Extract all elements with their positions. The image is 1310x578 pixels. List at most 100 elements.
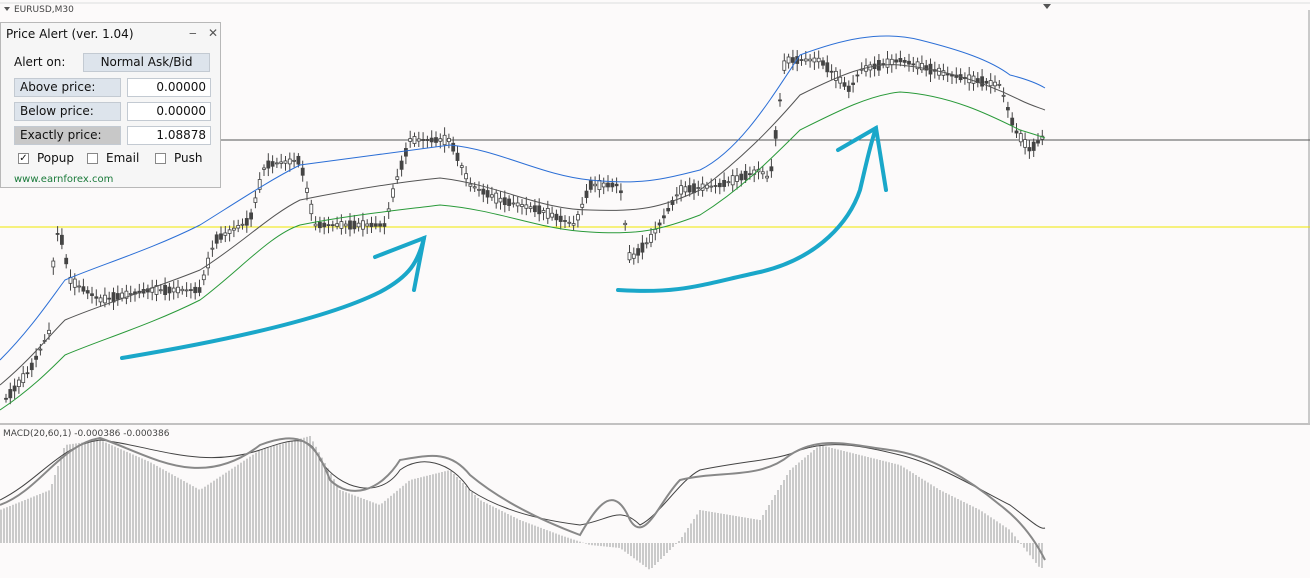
candle-body [12,385,17,392]
candle-body [524,204,529,209]
candle-body [171,287,176,293]
candle-body [206,257,211,269]
arrow-1-head [373,234,427,292]
candle-body [511,202,516,205]
candle-body [636,248,640,256]
candle-body [94,296,99,299]
candle-body [765,175,769,179]
candle-body [489,194,494,198]
candle-body [4,397,8,400]
candle-body [498,197,503,203]
candle-body [64,257,69,265]
candle-body [274,162,279,165]
candle-body [197,287,202,293]
candle-body [739,173,744,181]
candle-body [816,57,821,63]
candle-body [769,166,774,172]
candle-body [855,74,860,77]
candle-body [81,286,86,292]
candle-body [748,173,752,176]
macd-signal [0,439,1046,529]
price-input[interactable]: 0.00000 [127,78,211,97]
candle-body [674,194,679,197]
candle-body [29,362,34,371]
candle-body [567,221,572,224]
candle-body [365,223,370,227]
candle-body [1010,117,1015,126]
candle-body [356,222,361,228]
candle-body [403,148,408,157]
candles [4,49,1045,405]
candle-body [1036,140,1040,144]
candle-body [434,137,438,143]
candle-body [537,205,542,215]
candle-body [391,188,395,198]
candle-body [606,182,610,188]
candle-body [631,253,636,259]
candle-body [163,285,168,295]
minimize-button[interactable]: ‒ [189,26,197,40]
arrow-1 [120,236,426,360]
close-button[interactable]: ✕ [208,26,219,40]
candle-body [348,220,352,230]
candle-body [829,70,834,73]
price-input[interactable]: 1.08878 [127,126,211,145]
candle-body [1031,141,1036,151]
candle-body [915,61,920,70]
candle-body [309,203,314,215]
candle-body [541,210,546,213]
candle-body [103,294,107,304]
candle-body [55,233,60,235]
symbol-label: EURUSD,M30 [14,5,74,15]
candle-body [184,289,189,292]
mode-button[interactable]: Normal Ask/Bid [83,53,210,72]
candle-body [446,137,451,143]
candle-body [287,158,292,165]
website-link[interactable]: www.earnforex.com [14,174,114,185]
field-label: Below price: [14,102,121,121]
candle-body [236,225,241,229]
lower-band [0,91,1046,411]
candle-body [528,206,533,209]
candle-body [507,198,512,206]
checkbox[interactable] [87,153,98,164]
candle-body [889,58,894,66]
candle-body [666,207,671,212]
candle-body [317,221,322,229]
price-input[interactable]: 0.00000 [127,102,211,121]
candle-body [649,233,653,243]
candle-body [60,234,64,245]
middle-band [0,64,1046,386]
candle-body [593,183,597,187]
candle-body [158,289,163,292]
candle-body [21,373,26,384]
candle-body [988,80,993,87]
price-alert-panel: Price Alert (ver. 1.04) ‒ ✕ Alert on: No… [0,22,221,188]
checkbox-label: Email [106,151,140,165]
indicator-label: MACD(20,60,1) -0.000386 -0.000386 [3,429,170,439]
candle-body [339,221,344,229]
panel-title: Price Alert (ver. 1.04) [6,27,134,41]
checkbox-label: Popup [37,151,74,165]
candle-body [709,185,714,188]
candle-body [111,292,116,303]
candle-body [313,223,318,227]
candle-body [520,204,524,207]
candle-body [554,213,559,221]
candle-body [90,293,94,296]
menu-arrow [4,7,10,11]
candle-body [369,222,374,228]
candle-body [34,355,38,360]
candle-body [614,183,619,187]
candle-body [154,285,159,295]
candle-body [533,205,537,213]
candle-body [223,232,228,236]
candle-body [296,155,301,165]
candle-body [885,58,890,68]
checkbox[interactable]: ✓ [18,153,29,164]
candle-body [481,188,486,195]
candle-body [821,60,825,66]
candle-body [442,134,447,146]
checkbox[interactable] [155,153,166,164]
